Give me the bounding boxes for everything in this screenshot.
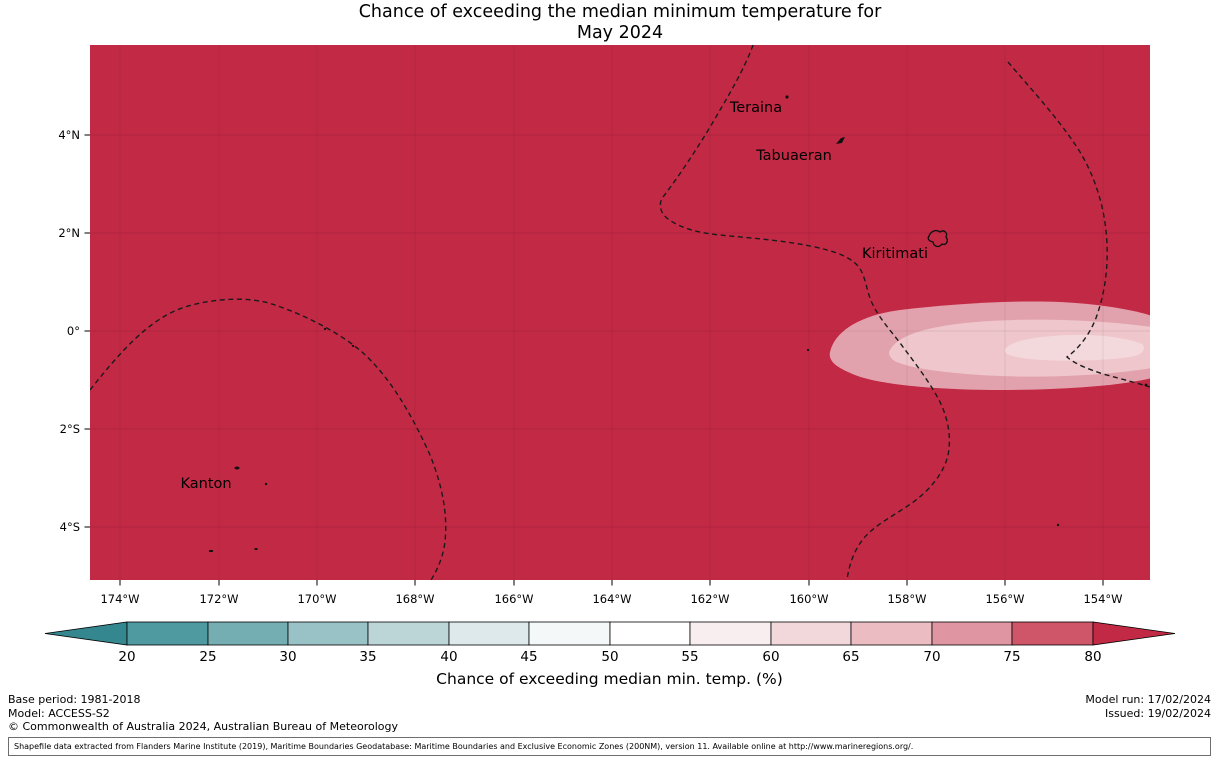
shapefile-note-box: Shapefile data extracted from Flanders M… [8,737,1211,756]
y-axis-labels: 4°N 2°N 0° 2°S 4°S [58,128,80,534]
colorbar-segment [931,621,1013,646]
colorbar-tick: 60 [762,649,779,665]
map-gridlines [90,45,1150,580]
colorbar-segment [448,621,530,646]
x-tick-label: 168°W [395,592,434,606]
colorbar-tick: 80 [1084,649,1101,665]
x-axis-labels: 174°W 172°W 170°W 168°W 166°W 164°W 162°… [100,592,1122,606]
model-text: Model: ACCESS-S2 [8,706,110,720]
figure-title: Chance of exceeding the median minimum t… [90,2,1150,44]
colorbar-segment [770,621,852,646]
x-tick-label: 158°W [887,592,926,606]
colorbar-tick: 40 [440,649,457,665]
tabuaeran-island-mark [836,137,845,144]
figure-title-line1: Chance of exceeding the median minimum t… [358,2,882,22]
colorbar [44,621,1176,646]
colorbar-tick: 30 [279,649,296,665]
x-tick-label: 154°W [1083,592,1122,606]
kanton-island-mark [234,466,240,470]
teraina-island-mark [785,95,789,99]
island-speck [806,348,810,352]
colorbar-tick: 50 [601,649,618,665]
colorbar-segment [126,621,209,646]
x-tick-label: 156°W [985,592,1024,606]
base-period-text: Base period: 1981-2018 [8,693,141,706]
kiritimati-island-mark [927,229,948,248]
colorbar-label: Chance of exceeding median min. temp. (%… [436,670,783,688]
eez-boundary-east [1007,61,1150,388]
colorbar-left-arrow [44,621,128,646]
x-tick-label: 160°W [789,592,828,606]
colorbar-segment [1011,621,1094,646]
colorbar-segment [367,621,450,646]
colorbar-segment [287,621,369,646]
footer-left: Base period: 1981-2018 Model: ACCESS-S2 … [8,693,398,734]
footer-right: Model run: 17/02/2024 Issued: 19/02/2024 [1085,693,1211,720]
colorbar-tick: 55 [681,649,698,665]
island-speck [1056,523,1060,527]
colorbar-segment [609,621,691,646]
island-speck [208,549,214,553]
contour-patch-core [1004,334,1144,361]
island-speck [1144,383,1148,387]
island-label-teraina: Teraina [729,100,782,116]
colorbar-tick-labels: 20 25 30 35 40 45 50 55 60 65 70 75 80 [118,649,1101,665]
y-tick-label: 0° [67,324,80,338]
y-tick-label: 2°S [60,422,80,436]
colorbar-tick: 25 [199,649,216,665]
y-tick-label: 2°N [58,226,80,240]
island-speck [254,548,258,550]
copyright-text: © Commonwealth of Australia 2024, Austra… [8,720,398,733]
x-tick-label: 164°W [592,592,631,606]
model-run-text: Model run: 17/02/2024 [1085,693,1211,706]
colorbar-segment [850,621,933,646]
y-tick-label: 4°S [60,520,80,534]
island-speck [264,482,268,486]
eez-boundaries [90,45,1150,580]
island-label-kiritimati: Kiritimati [862,246,928,262]
island-speck [323,327,327,331]
axis-ticks [84,134,1104,586]
colorbar-segment [689,621,772,646]
figure-title-line2: May 2024 [576,23,664,43]
y-tick-label: 4°N [58,128,80,142]
eez-boundary-west [90,298,447,580]
x-tick-label: 166°W [494,592,533,606]
colorbar-tick: 70 [923,649,940,665]
eez-boundary-line-islands [659,45,951,580]
colorbar-tick: 45 [520,649,537,665]
colorbar-tick: 75 [1003,649,1020,665]
island-speck [351,344,355,348]
issued-text: Issued: 19/02/2024 [1104,706,1211,720]
colorbar-right-arrow [1092,621,1176,646]
x-tick-label: 170°W [297,592,336,606]
shapefile-note-text: Shapefile data extracted from Flanders M… [14,742,914,751]
colorbar-tick: 65 [842,649,859,665]
colorbar-tick: 35 [359,649,376,665]
island-label-tabuaeran: Tabuaeran [755,148,832,164]
island-label-kanton: Kanton [180,476,231,492]
x-tick-label: 174°W [100,592,139,606]
contour-patches [829,301,1150,390]
island-labels: Teraina Tabuaeran Kiritimati Kanton [180,100,928,492]
island-marks [208,95,1148,553]
x-tick-label: 172°W [199,592,238,606]
colorbar-segment [528,621,611,646]
colorbar-tick: 20 [118,649,135,665]
colorbar-segment [207,621,289,646]
x-tick-label: 162°W [690,592,729,606]
